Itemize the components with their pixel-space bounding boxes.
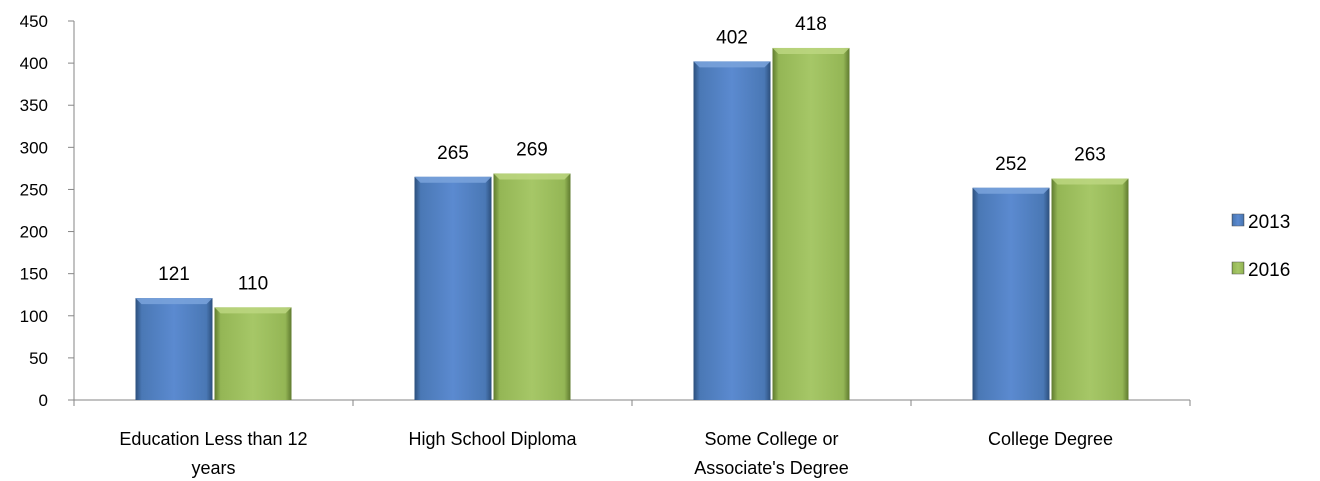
x-tick-label: Associate's Degree <box>694 458 849 478</box>
data-label: 269 <box>516 139 548 160</box>
y-tick-label: 150 <box>20 265 48 284</box>
bar-cap <box>493 173 571 180</box>
data-label: 263 <box>1074 144 1106 165</box>
bar-cap <box>1051 178 1129 185</box>
y-tick-label: 100 <box>20 307 48 326</box>
data-label: 252 <box>995 154 1027 175</box>
x-tick-label: years <box>191 458 235 478</box>
bar-cap <box>214 307 292 314</box>
bar-2016 <box>493 173 571 400</box>
y-tick-label: 350 <box>20 96 48 115</box>
data-labels: 121 110 265 269 402 418 252 263 <box>158 14 1106 294</box>
y-tick-label: 0 <box>39 391 48 410</box>
legend-label-2013: 2013 <box>1248 212 1290 233</box>
bar-2013 <box>972 187 1050 400</box>
legend-swatch-2016 <box>1231 261 1245 275</box>
bars <box>135 47 1129 400</box>
legend-swatch-2013 <box>1231 213 1245 227</box>
x-tick-label: Education Less than 12 <box>119 429 307 449</box>
y-tick-label: 300 <box>20 138 48 157</box>
x-tick-label: High School Diploma <box>408 429 577 449</box>
y-tick-label: 250 <box>20 180 48 199</box>
data-label: 265 <box>437 143 469 164</box>
bar-2013 <box>135 298 213 400</box>
x-tick-label: Some College or <box>704 429 838 449</box>
bar-cap <box>693 61 771 68</box>
data-label: 402 <box>716 27 748 48</box>
y-tick-label: 200 <box>20 223 48 242</box>
bar-2013 <box>414 176 492 400</box>
y-tick-label: 450 <box>20 12 48 31</box>
legend-label-2016: 2016 <box>1248 260 1290 281</box>
data-label: 110 <box>238 273 268 294</box>
bar-2016 <box>214 307 292 400</box>
legend: 2013 2016 <box>1231 212 1290 281</box>
data-label: 418 <box>795 14 827 35</box>
bar-2016 <box>772 47 850 400</box>
y-tick-label: 400 <box>20 54 48 73</box>
bar-cap <box>135 298 213 305</box>
bar-cap <box>972 187 1050 194</box>
bar-cap <box>414 176 492 183</box>
y-tick-label: 50 <box>29 349 48 368</box>
bar-2016 <box>1051 178 1129 400</box>
axes: 0 50 100 150 200 250 300 350 400 450 Education Les… <box>20 12 1191 478</box>
data-label: 121 <box>158 264 190 285</box>
bar-2013 <box>693 61 771 400</box>
bar-cap <box>772 47 850 54</box>
x-tick-label: College Degree <box>988 429 1113 449</box>
